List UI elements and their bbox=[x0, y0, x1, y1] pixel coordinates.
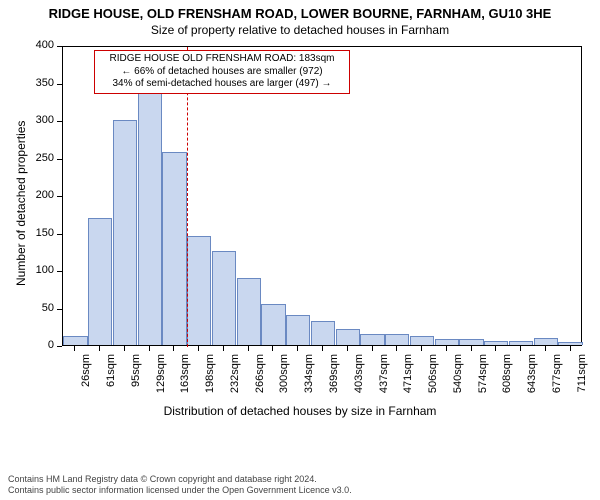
xtick-mark bbox=[322, 346, 323, 351]
histogram-bar bbox=[311, 321, 335, 345]
histogram-chart: Number of detached properties Distributi… bbox=[0, 42, 600, 440]
xtick-mark bbox=[446, 346, 447, 351]
xtick-label: 266sqm bbox=[254, 354, 266, 404]
xtick-label: 26sqm bbox=[80, 354, 92, 404]
histogram-bar bbox=[410, 336, 434, 345]
xtick-mark bbox=[74, 346, 75, 351]
ytick-label: 0 bbox=[24, 339, 54, 351]
xtick-label: 643sqm bbox=[526, 354, 538, 404]
xtick-label: 471sqm bbox=[402, 354, 414, 404]
annotation-box: RIDGE HOUSE OLD FRENSHAM ROAD: 183sqm← 6… bbox=[94, 50, 350, 94]
xtick-label: 300sqm bbox=[278, 354, 290, 404]
xtick-label: 506sqm bbox=[427, 354, 439, 404]
xtick-label: 540sqm bbox=[452, 354, 464, 404]
xtick-label: 334sqm bbox=[303, 354, 315, 404]
xtick-label: 369sqm bbox=[328, 354, 340, 404]
y-axis-label: Number of detached properties bbox=[14, 121, 28, 286]
ytick-label: 200 bbox=[24, 189, 54, 201]
ytick-mark bbox=[57, 309, 62, 310]
ytick-label: 350 bbox=[24, 77, 54, 89]
ytick-label: 50 bbox=[24, 302, 54, 314]
ytick-mark bbox=[57, 159, 62, 160]
ytick-label: 100 bbox=[24, 264, 54, 276]
histogram-bar bbox=[237, 278, 261, 346]
x-axis-label: Distribution of detached houses by size … bbox=[0, 404, 600, 418]
xtick-mark bbox=[471, 346, 472, 351]
xtick-label: 95sqm bbox=[130, 354, 142, 404]
xtick-label: 574sqm bbox=[477, 354, 489, 404]
histogram-bar bbox=[484, 341, 508, 345]
histogram-bar bbox=[459, 339, 483, 345]
ytick-label: 250 bbox=[24, 152, 54, 164]
xtick-mark bbox=[124, 346, 125, 351]
xtick-mark bbox=[149, 346, 150, 351]
histogram-bar bbox=[162, 152, 186, 346]
ytick-mark bbox=[57, 346, 62, 347]
histogram-bar bbox=[138, 90, 162, 345]
xtick-label: 198sqm bbox=[204, 354, 216, 404]
ytick-mark bbox=[57, 271, 62, 272]
histogram-bar bbox=[360, 334, 384, 345]
ytick-label: 300 bbox=[24, 114, 54, 126]
ytick-mark bbox=[57, 234, 62, 235]
histogram-bar bbox=[336, 329, 360, 346]
histogram-bar bbox=[509, 341, 533, 345]
ytick-label: 400 bbox=[24, 39, 54, 51]
xtick-label: 608sqm bbox=[501, 354, 513, 404]
footer-line-1: Contains HM Land Registry data © Crown c… bbox=[8, 474, 352, 485]
histogram-bar bbox=[187, 236, 211, 345]
xtick-mark bbox=[495, 346, 496, 351]
annotation-line-3: 34% of semi-detached houses are larger (… bbox=[99, 78, 345, 91]
xtick-mark bbox=[248, 346, 249, 351]
xtick-mark bbox=[297, 346, 298, 351]
xtick-mark bbox=[372, 346, 373, 351]
histogram-bar bbox=[88, 218, 112, 346]
xtick-label: 677sqm bbox=[551, 354, 563, 404]
xtick-mark bbox=[173, 346, 174, 351]
annotation-line-2: ← 66% of detached houses are smaller (97… bbox=[99, 66, 345, 79]
xtick-label: 61sqm bbox=[105, 354, 117, 404]
footer-attribution: Contains HM Land Registry data © Crown c… bbox=[8, 474, 352, 496]
page-subtitle: Size of property relative to detached ho… bbox=[0, 21, 600, 37]
histogram-bar bbox=[261, 304, 285, 345]
ytick-label: 150 bbox=[24, 227, 54, 239]
ytick-mark bbox=[57, 196, 62, 197]
xtick-label: 129sqm bbox=[155, 354, 167, 404]
histogram-bar bbox=[534, 338, 558, 346]
ytick-mark bbox=[57, 84, 62, 85]
histogram-bar bbox=[63, 336, 87, 345]
histogram-bar bbox=[113, 120, 137, 345]
page-title: RIDGE HOUSE, OLD FRENSHAM ROAD, LOWER BO… bbox=[0, 0, 600, 21]
xtick-label: 403sqm bbox=[353, 354, 365, 404]
histogram-bar bbox=[558, 342, 582, 345]
xtick-label: 232sqm bbox=[229, 354, 241, 404]
xtick-mark bbox=[347, 346, 348, 351]
xtick-mark bbox=[272, 346, 273, 351]
ytick-mark bbox=[57, 46, 62, 47]
xtick-label: 711sqm bbox=[576, 354, 588, 404]
footer-line-2: Contains public sector information licen… bbox=[8, 485, 352, 496]
histogram-bar bbox=[435, 339, 459, 345]
annotation-line-1: RIDGE HOUSE OLD FRENSHAM ROAD: 183sqm bbox=[99, 53, 345, 66]
xtick-mark bbox=[545, 346, 546, 351]
xtick-mark bbox=[396, 346, 397, 351]
histogram-bar bbox=[286, 315, 310, 345]
xtick-label: 437sqm bbox=[378, 354, 390, 404]
xtick-mark bbox=[520, 346, 521, 351]
xtick-mark bbox=[198, 346, 199, 351]
xtick-mark bbox=[223, 346, 224, 351]
xtick-mark bbox=[570, 346, 571, 351]
xtick-mark bbox=[99, 346, 100, 351]
xtick-label: 163sqm bbox=[179, 354, 191, 404]
ytick-mark bbox=[57, 121, 62, 122]
xtick-mark bbox=[421, 346, 422, 351]
histogram-bar bbox=[385, 334, 409, 345]
histogram-bar bbox=[212, 251, 236, 345]
